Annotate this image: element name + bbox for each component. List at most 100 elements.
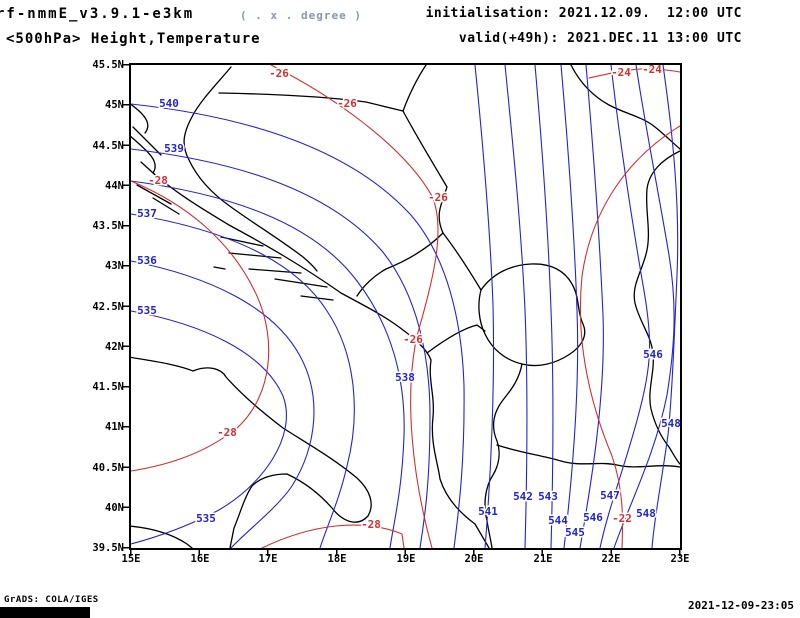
coastline-border-layer <box>131 65 680 548</box>
serbia-romania-border <box>570 65 680 150</box>
lat-label: 40N <box>105 502 124 514</box>
height-contour-label: 539 <box>164 142 184 155</box>
height-contour-layer <box>131 65 679 548</box>
temp-contour-label: -22 <box>612 512 632 525</box>
drina-border <box>402 110 448 234</box>
lat-label: 45N <box>105 99 124 111</box>
lon-label: 22E <box>601 553 621 565</box>
montenegro-albania-border <box>426 324 486 354</box>
temp-contour-label: -28 <box>217 426 237 439</box>
height-contour-540 <box>131 103 465 548</box>
height-contour-545 <box>579 65 604 548</box>
temperature-contour-labels: -26 -26 -24 -24 -28 -26 -26 -28 -28 -22 <box>147 65 664 533</box>
temp-contour-m22 <box>579 125 680 548</box>
height-contour-label: 544 <box>548 514 568 527</box>
height-contour-label: 537 <box>137 207 157 220</box>
lat-label: 40.5N <box>92 462 124 474</box>
height-contour-label: 536 <box>137 254 157 267</box>
lon-label: 16E <box>190 553 210 565</box>
lat-label: 41N <box>105 421 124 433</box>
height-contour-539 <box>131 148 431 548</box>
temp-contour-label: -26 <box>269 67 289 80</box>
temp-contour-label: -24 <box>642 65 662 76</box>
height-contour-label: 542 <box>513 490 533 503</box>
temp-contour-label: -26 <box>403 333 423 346</box>
pag-island <box>132 126 164 183</box>
lon-label: 18E <box>327 553 347 565</box>
lon-label: 23E <box>670 553 690 565</box>
italy-coastline <box>131 356 372 548</box>
height-contour-label: 548 <box>661 417 680 430</box>
albania-macedonia-border <box>484 363 523 548</box>
resolution-note: ( . x . degree ) <box>240 9 362 22</box>
lat-label: 44N <box>105 180 124 192</box>
lon-label: 15E <box>121 553 141 565</box>
lat-label: 39.5N <box>92 542 124 554</box>
map-plot-area: 540 539 537 536 535 538 535 541 542 543 … <box>129 63 682 550</box>
height-contour-label: 535 <box>137 304 157 317</box>
lat-label: 45.5N <box>92 59 124 71</box>
lat-label: 42.5N <box>92 301 124 313</box>
bosnia-montenegro-border <box>356 232 444 297</box>
height-contour-label: 545 <box>565 526 585 539</box>
height-contour-535 <box>131 310 288 545</box>
temp-contour-label: -24 <box>611 66 631 79</box>
temp-contour-label: -28 <box>361 518 381 531</box>
height-contour-label: 543 <box>538 490 558 503</box>
height-contour-labels: 540 539 537 536 535 538 535 541 542 543 … <box>136 96 680 541</box>
height-contour-label: 535 <box>196 512 216 525</box>
product-title: <500hPa> Height,Temperature <box>6 31 261 47</box>
temp-contour-m28-south <box>261 524 405 548</box>
temp-contour-label: -26 <box>428 191 448 204</box>
height-contour-label: 538 <box>395 371 415 384</box>
calabria-coast <box>131 525 193 548</box>
height-contour-547 <box>613 65 675 548</box>
height-contour-548 <box>651 65 679 548</box>
height-contour-543 <box>534 65 554 548</box>
adriatic-coastline <box>131 135 490 548</box>
grads-credit: GrADS: COLA/IGES <box>4 595 99 605</box>
kosovo-border <box>478 263 586 367</box>
lat-label: 44.5N <box>92 140 124 152</box>
macedonia-greece-border <box>496 444 680 468</box>
init-time-label: initialisation: 2021.12.09. 12:00 UTC <box>425 6 742 21</box>
height-contour-label: 546 <box>583 511 603 524</box>
lon-label: 17E <box>258 553 278 565</box>
kvarner-coast <box>131 103 149 134</box>
lon-label: 20E <box>464 553 484 565</box>
lon-axis-ticks <box>130 550 682 556</box>
temp-contour-m28 <box>131 180 270 472</box>
lat-label: 42N <box>105 341 124 353</box>
lon-label: 21E <box>533 553 553 565</box>
height-contour-537 <box>131 213 355 548</box>
sava-border <box>218 92 404 112</box>
creation-timestamp: 2021-12-09-23:05 <box>688 599 794 612</box>
lat-label: 43N <box>105 260 124 272</box>
serbia-montenegro-border <box>442 232 482 291</box>
height-contour-541 <box>474 65 495 548</box>
height-contour-544 <box>560 65 579 548</box>
model-title: rf-nmmE_v3.9.1-e3km <box>0 6 195 22</box>
temp-contour-label: -28 <box>148 174 168 187</box>
height-contour-542 <box>504 65 528 548</box>
contour-map-svg: 540 539 537 536 535 538 535 541 542 543 … <box>131 65 680 548</box>
temp-contour-label: -26 <box>337 97 357 110</box>
lat-label: 43.5N <box>92 220 124 232</box>
lat-axis-ticks <box>123 64 129 550</box>
lon-label: 19E <box>396 553 416 565</box>
height-contour-538 <box>131 180 405 548</box>
temperature-contour-layer <box>131 65 680 548</box>
croatia-bosnia-border <box>183 66 318 272</box>
height-contour-536 <box>131 260 315 548</box>
grads-logo-bar <box>0 607 90 618</box>
height-contour-label: 541 <box>478 505 498 518</box>
temp-contour-m24 <box>588 68 680 79</box>
valid-time-label: valid(+49h): 2021.DEC.11 13:00 UTC <box>458 31 742 46</box>
temp-contour-m26 <box>270 65 439 548</box>
height-contour-546 <box>599 65 651 548</box>
height-contour-label: 547 <box>600 489 620 502</box>
height-contour-label: 540 <box>159 97 179 110</box>
height-contour-label: 548 <box>636 507 656 520</box>
lat-label: 41.5N <box>92 381 124 393</box>
croatia-serbia-border <box>402 65 427 112</box>
